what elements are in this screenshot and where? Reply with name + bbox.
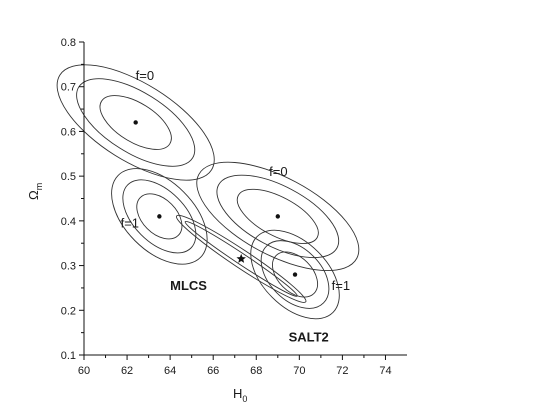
y-axis-label-main: Ω [26,190,41,200]
x-tick-label: 60 [78,365,90,377]
annotation-salt2: SALT2 [289,330,329,345]
annotation-f-1: f=1 [332,278,350,293]
x-tick-label: 68 [250,365,262,377]
x-tick-label: 70 [293,365,305,377]
annotation-f-0: f=0 [269,164,287,179]
x-axis-label-main: H [233,386,242,401]
contour-ellipse [250,229,340,320]
y-tick-label: 0.1 [61,350,76,362]
x-tick-label: 72 [336,365,348,377]
best-fit-point [275,214,280,219]
annotation-f-1: f=1 [121,216,139,231]
contour-ellipse [216,174,340,259]
contour-ellipse [136,193,183,240]
x-tick-label: 62 [121,365,133,377]
contour-ellipse [272,251,319,298]
x-tick-label: 66 [207,365,219,377]
contour-set-mlcs-f0 [56,64,215,181]
y-tick-label: 0.7 [61,82,76,94]
contour-ellipse [99,95,172,150]
contour-ellipse [122,179,197,254]
x-axis-label-sub: 0 [242,394,247,404]
y-tick-label: 0.5 [61,171,76,183]
contour-set-mlcs-f1 [111,168,208,265]
x-tick-label: 74 [379,365,391,377]
combined-contour [175,214,307,303]
contour-ellipse [260,240,330,309]
contour-ellipse [236,188,319,244]
contour-set-salt2-f0 [196,161,360,272]
annotation-f-0: f=0 [136,68,154,83]
best-fit-point [292,272,298,277]
combined-best-fit-star [236,253,246,263]
best-fit-point [157,214,162,219]
plot-area: f=0 f=1 MLCS f=0 f=1 SALT2 [56,64,360,345]
contour-ellipse [76,78,196,167]
y-axis-label: Ωm [26,183,44,200]
contour-ellipse [56,64,215,181]
best-fit-point [133,120,138,125]
y-tick-label: 0.8 [61,37,76,49]
x-axis-label: H0 [233,386,247,404]
y-axis-label-sub: m [34,183,44,191]
y-tick-label: 0.4 [61,216,76,228]
contour-set-salt2-f1 [250,229,340,320]
y-tick-label: 0.3 [61,261,76,273]
y-tick-label: 0.2 [61,305,76,317]
x-tick-label: 64 [164,365,176,377]
combined-contour [184,220,298,297]
contour-ellipse [111,168,208,265]
axes: 60 62 64 66 68 70 72 74 0.1 0.2 0.3 0.4 0.5 0.6 0.7 0.8 [61,37,407,377]
contour-ellipse [196,161,360,272]
y-tick-label: 0.6 [61,126,76,138]
annotation-mlcs: MLCS [170,278,207,293]
